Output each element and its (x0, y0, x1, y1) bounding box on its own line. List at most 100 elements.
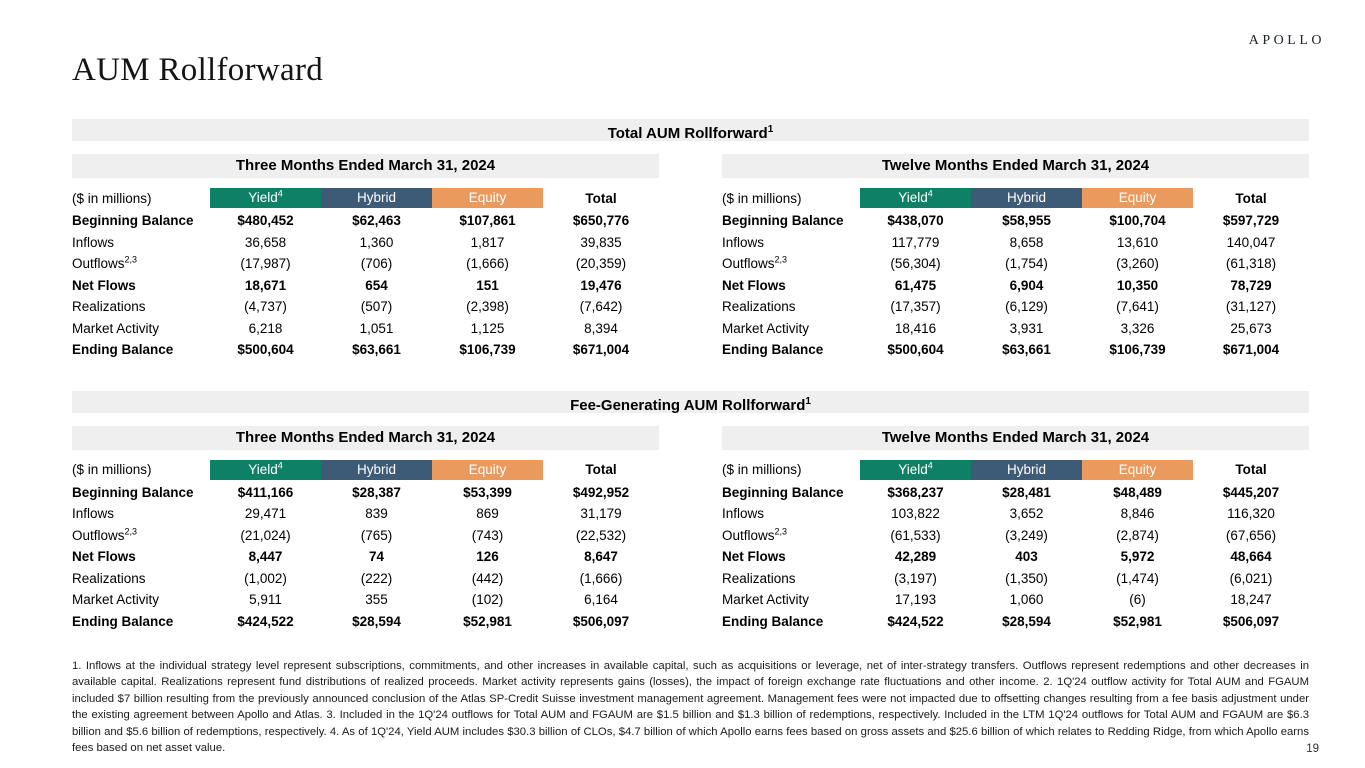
table-row: Net Flows 61,475 6,904 10,350 78,729 (722, 275, 1309, 297)
cell-value: (1,474) (1116, 570, 1159, 586)
cell-value: $28,481 (1002, 484, 1051, 500)
row-label: Outflows2,3 (72, 526, 138, 543)
three-months-column: Three Months Ended March 31, 2024 ($ in … (72, 425, 659, 633)
row-label: Inflows (72, 234, 115, 250)
row-label: Market Activity (72, 592, 160, 608)
table-row: Net Flows 42,289 403 5,972 48,664 (722, 546, 1309, 568)
row-label: Ending Balance (722, 613, 824, 629)
cell-value: 6,218 (248, 320, 283, 336)
cell-value: (102) (471, 592, 504, 608)
cell-value: 3,326 (1120, 320, 1155, 336)
cell-value: (61,318) (1225, 256, 1277, 272)
column-header-equity: Equity (1082, 188, 1193, 208)
cell-value: $506,097 (1222, 613, 1280, 629)
cell-value: 29,471 (244, 506, 287, 522)
cell-value: $28,594 (352, 613, 401, 629)
table-row: Realizations (3,197) (1,350) (1,474) (6,021) (722, 568, 1309, 590)
cell-value: 5,911 (249, 592, 282, 608)
cell-value: (20,359) (575, 256, 627, 272)
column-header-total: Total (585, 462, 617, 477)
cell-value: 403 (1015, 549, 1038, 565)
cell-value: 3,931 (1009, 320, 1044, 336)
cell-value: 1,051 (359, 320, 394, 336)
cell-value: $411,166 (237, 484, 294, 500)
cell-value: 8,658 (1009, 234, 1044, 250)
cell-value: 74 (368, 549, 385, 565)
row-label: Inflows (722, 234, 765, 250)
table-row: Ending Balance $424,522 $28,594 $52,981 $506… (722, 611, 1309, 633)
cell-value: $445,207 (1222, 484, 1280, 500)
table-row: Market Activity 6,218 1,051 1,125 8,394 (72, 318, 659, 340)
row-label: Realizations (72, 299, 146, 315)
cell-value: 355 (365, 592, 388, 608)
aum-table-fgaum-3m: ($ in millions) Yield4 Hybrid Equity Total Be… (72, 459, 659, 633)
row-label: Beginning Balance (72, 213, 194, 229)
cell-value: (3,260) (1116, 256, 1159, 272)
section-header-fgaum: Fee-Generating AUM Rollforward1 (72, 390, 1309, 414)
cell-value: $438,070 (887, 213, 944, 229)
column-header-hybrid: Hybrid (321, 459, 432, 480)
cell-value: (765) (360, 527, 393, 543)
cell-value: 13,610 (1116, 234, 1159, 250)
cell-value: $52,981 (463, 613, 512, 629)
cell-value: (1,666) (466, 256, 509, 272)
row-label: Outflows2,3 (722, 254, 788, 272)
table-row: Inflows 36,658 1,360 1,817 39,835 (72, 232, 659, 254)
table-row: Inflows 117,779 8,658 13,610 140,047 (722, 232, 1309, 254)
cell-value: 126 (476, 549, 499, 565)
section-title-footnote-ref: 1 (805, 395, 811, 407)
cell-value: 8,647 (584, 549, 618, 565)
cell-value: 39,835 (580, 234, 622, 250)
period-header-three-months: Three Months Ended March 31, 2024 (72, 154, 659, 178)
cell-value: 140,047 (1226, 234, 1276, 250)
table-row: Inflows 29,471 839 869 31,179 (72, 503, 659, 525)
cell-value: 18,416 (894, 320, 937, 336)
cell-value: 78,729 (1230, 277, 1272, 293)
cell-value: (7,641) (1116, 299, 1159, 315)
table-row: Market Activity 17,193 1,060 (6) 18,247 (722, 589, 1309, 611)
row-label: Beginning Balance (72, 484, 194, 500)
cell-value: (3,249) (1005, 527, 1048, 543)
column-header-equity: Equity (432, 188, 543, 208)
cell-value: (17,357) (890, 299, 941, 315)
cell-value: 36,658 (244, 234, 287, 250)
section-title-footnote-ref: 1 (767, 124, 774, 135)
cell-value: 1,125 (470, 320, 505, 336)
aum-table-total-3m: ($ in millions) Yield4 Hybrid Equity Total Be… (72, 188, 659, 361)
section-fee-generating-aum: Fee-Generating AUM Rollforward1 Three Mo… (72, 390, 1309, 633)
cell-value: 18,671 (244, 277, 287, 293)
cell-value: $506,097 (572, 613, 630, 629)
cell-value: (2,874) (1116, 527, 1159, 543)
table-row: Realizations (1,002) (222) (442) (1,666) (72, 568, 659, 590)
column-header-total: Total (1235, 462, 1267, 477)
page-number: 19 (1306, 743, 1319, 755)
cell-value: $28,594 (1002, 613, 1051, 629)
column-header-total: Total (585, 190, 617, 206)
cell-value: $597,729 (1222, 213, 1280, 229)
table-row: Outflows2,3 (21,024) (765) (743) (22,532) (72, 525, 659, 547)
cell-value: $650,776 (572, 213, 630, 229)
cell-value: 1,360 (359, 234, 394, 250)
three-months-column: Three Months Ended March 31, 2024 ($ in … (72, 154, 659, 361)
unit-label: ($ in millions) (722, 190, 802, 206)
cell-value: 42,289 (894, 549, 937, 565)
section-total-aum: Total AUM Rollforward1 Three Months Ende… (72, 119, 1309, 361)
cell-value: (7,642) (579, 299, 623, 315)
cell-value: (6,129) (1005, 299, 1048, 315)
column-header-equity: Equity (432, 459, 543, 480)
row-label: Outflows2,3 (722, 526, 788, 543)
row-label: Market Activity (722, 592, 810, 608)
cell-value: $671,004 (1222, 342, 1280, 358)
cell-value: 1,817 (470, 234, 505, 250)
cell-value: 103,822 (891, 506, 940, 522)
apollo-logo: APOLLO (1248, 33, 1325, 48)
table-row: Net Flows 8,447 74 126 8,647 (72, 546, 659, 568)
row-label: Ending Balance (722, 342, 824, 358)
cell-value: (1,002) (244, 570, 287, 586)
row-label: Net Flows (722, 277, 786, 293)
table-header-row: ($ in millions) Yield4 Hybrid Equity Total (72, 188, 659, 208)
period-header-twelve-months: Twelve Months Ended March 31, 2024 (722, 425, 1309, 450)
cell-value: $106,739 (1109, 342, 1166, 358)
table-row: Outflows2,3 (56,304) (1,754) (3,260) (61,318… (722, 253, 1309, 275)
section-header-total-aum: Total AUM Rollforward1 (72, 119, 1309, 142)
